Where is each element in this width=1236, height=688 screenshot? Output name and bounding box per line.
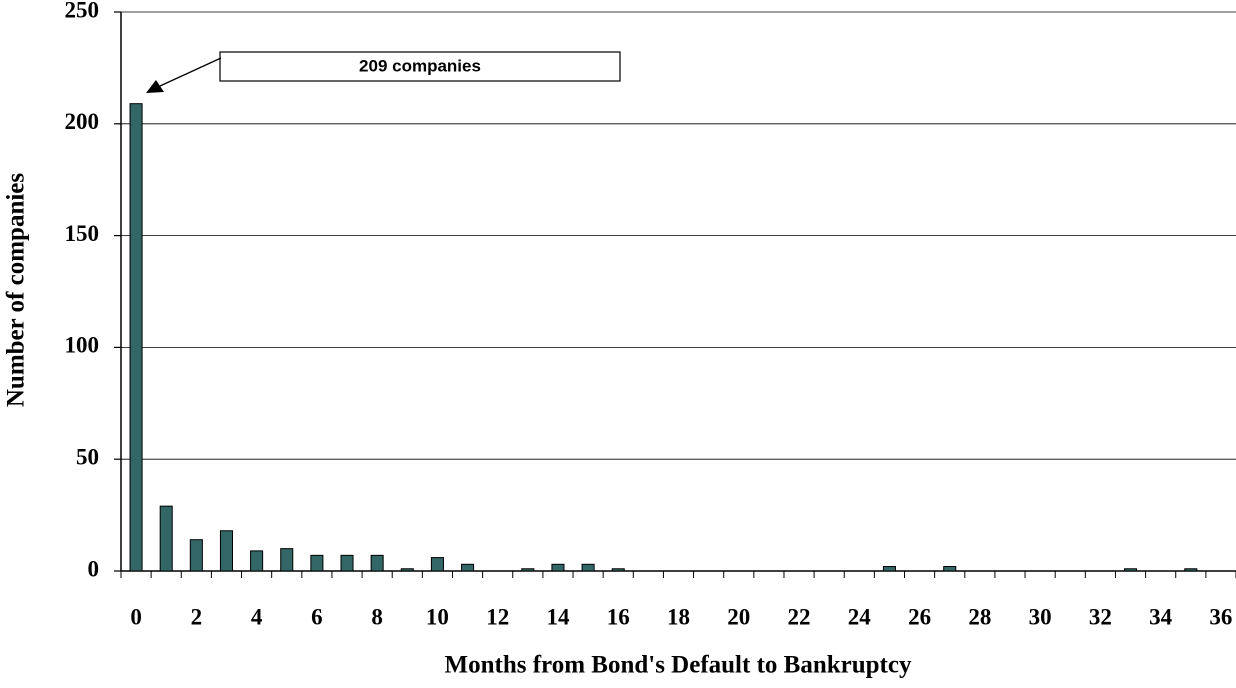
- x-tick-label: 36: [1209, 604, 1232, 629]
- y-tick-label: 200: [65, 109, 100, 134]
- y-tick-label: 0: [88, 556, 100, 581]
- x-tick-label: 28: [968, 604, 991, 629]
- bar: [430, 557, 444, 572]
- bar: [1184, 568, 1198, 572]
- x-tick-label: 0: [130, 604, 142, 629]
- x-tick-label: 12: [486, 604, 509, 629]
- x-tick-label: 24: [848, 604, 872, 629]
- y-axis-title: Number of companies: [3, 173, 30, 408]
- annotation-arrowhead: [146, 80, 164, 93]
- bar: [370, 554, 384, 572]
- x-tick-label: 6: [311, 604, 323, 629]
- x-tick-label: 18: [667, 604, 690, 629]
- bar: [1124, 568, 1138, 572]
- x-tick-label: 16: [607, 604, 630, 629]
- x-tick-label: 4: [251, 604, 263, 629]
- y-tick-label: 100: [65, 333, 100, 358]
- x-tick-label: 26: [908, 604, 931, 629]
- bar: [250, 550, 264, 572]
- bar: [280, 548, 294, 572]
- bar: [551, 563, 565, 572]
- annotation: 209 companies: [359, 56, 481, 75]
- bar: [611, 568, 625, 572]
- x-tick-label: 10: [426, 604, 449, 629]
- y-tick-label: 150: [65, 221, 100, 246]
- annotation-arrow: [159, 57, 222, 87]
- bar: [189, 539, 203, 572]
- bar: [129, 103, 143, 572]
- bar: [400, 568, 414, 572]
- bar: [882, 566, 896, 572]
- x-tick-label: 20: [727, 604, 750, 629]
- bar: [219, 530, 234, 572]
- x-tick-label: 32: [1089, 604, 1112, 629]
- bar: [461, 563, 475, 572]
- bar: [943, 566, 957, 572]
- x-tick-label: 8: [371, 604, 383, 629]
- x-axis-title: Months from Bond's Default to Bankruptcy: [445, 652, 912, 679]
- y-tick-label: 250: [65, 0, 100, 22]
- bar: [310, 554, 324, 572]
- x-tick-label: 34: [1149, 604, 1173, 629]
- x-tick-label: 2: [191, 604, 203, 629]
- bar: [159, 505, 173, 572]
- bar: [521, 568, 535, 572]
- bar: [581, 563, 595, 572]
- annotation-box: [219, 51, 621, 82]
- y-tick-label: 50: [76, 444, 99, 469]
- x-tick-label: 30: [1029, 604, 1052, 629]
- bar: [340, 554, 354, 572]
- x-tick-label: 14: [546, 604, 570, 629]
- x-tick-label: 22: [788, 604, 811, 629]
